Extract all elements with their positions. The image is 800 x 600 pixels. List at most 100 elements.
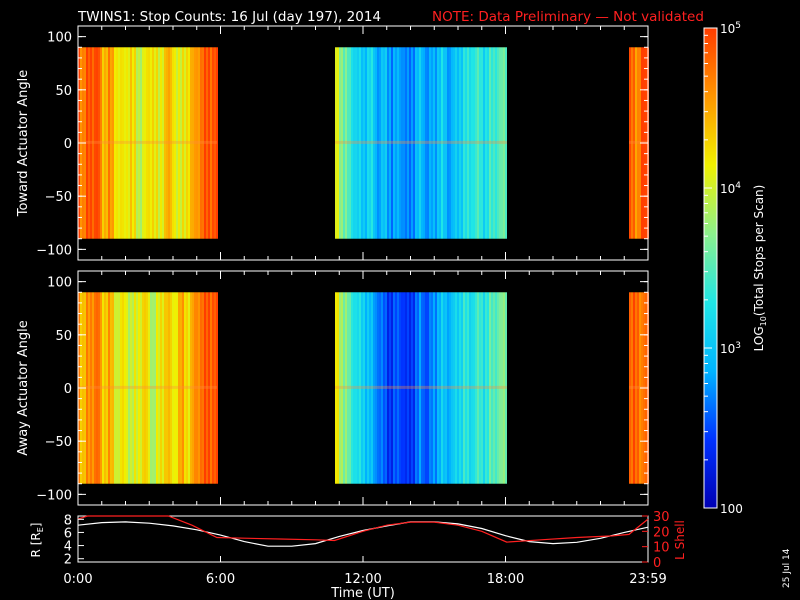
heatmap-column — [168, 47, 170, 239]
y-tick-label: 50 — [55, 84, 72, 99]
heatmap-column — [435, 292, 437, 484]
toward-panel: 100 50 0 −50 −100 Toward Actuator Angle — [16, 25, 649, 261]
heatmap-column — [457, 292, 459, 484]
heatmap-column — [335, 292, 337, 484]
heatmap-column — [491, 292, 493, 484]
heatmap-column — [455, 47, 457, 239]
heatmap-column — [409, 47, 411, 239]
away-y-axis: 100 50 0 −50 −100 — [36, 271, 649, 505]
heatmap-column — [98, 47, 100, 239]
heatmap-column — [493, 292, 495, 484]
heatmap-column — [339, 292, 341, 484]
heatmap-column — [383, 47, 385, 239]
heatmap-column — [102, 292, 104, 484]
heatmap-column — [192, 292, 194, 484]
heatmap-column — [188, 47, 190, 239]
radius-line — [77, 521, 649, 547]
heatmap-column — [202, 292, 204, 484]
away-heatmap — [78, 292, 649, 484]
heatmap-column — [629, 292, 631, 484]
heatmap-column — [413, 47, 415, 239]
heatmap-column — [469, 47, 471, 239]
heatmap-column — [180, 292, 182, 484]
heatmap-column — [365, 47, 367, 239]
heatmap-column — [437, 47, 439, 239]
heatmap-column — [427, 292, 429, 484]
l-shell-line — [77, 515, 649, 543]
heatmap-column — [182, 292, 184, 484]
heatmap-column — [417, 292, 419, 484]
heatmap-column — [395, 292, 397, 484]
toward-heatmap — [78, 47, 649, 239]
heatmap-column — [116, 47, 118, 239]
heatmap-column — [447, 292, 449, 484]
heatmap-column — [130, 47, 132, 239]
heatmap-column — [186, 47, 188, 239]
heatmap-column — [375, 292, 377, 484]
colorbar-tick-label: 100 — [720, 502, 743, 516]
heatmap-column — [453, 292, 455, 484]
heatmap-column — [341, 47, 343, 239]
heatmap-column — [427, 47, 429, 239]
heatmap-column — [429, 292, 431, 484]
heatmap-column — [116, 292, 118, 484]
heatmap-column — [341, 292, 343, 484]
heatmap-column — [126, 292, 128, 484]
heatmap-column — [449, 47, 451, 239]
heatmap-column — [214, 292, 216, 484]
heatmap-column — [142, 47, 144, 239]
orbit-y2-tick-label: 20 — [653, 525, 670, 540]
heatmap-column — [453, 47, 455, 239]
zero-angle-band — [78, 385, 217, 389]
heatmap-column — [349, 292, 351, 484]
heatmap-column — [415, 47, 417, 239]
heatmap-column — [439, 292, 441, 484]
heatmap-column — [479, 292, 481, 484]
orbit-lines — [77, 515, 649, 547]
zero-angle-band — [78, 140, 217, 144]
heatmap-column — [367, 292, 369, 484]
heatmap-column — [96, 292, 98, 484]
heatmap-column — [140, 47, 142, 239]
heatmap-column — [198, 292, 200, 484]
heatmap-column — [409, 292, 411, 484]
heatmap-column — [190, 47, 192, 239]
heatmap-column — [212, 292, 214, 484]
heatmap-column — [184, 47, 186, 239]
heatmap-column — [375, 47, 377, 239]
heatmap-column — [198, 47, 200, 239]
heatmap-column — [349, 47, 351, 239]
heatmap-column — [505, 292, 507, 484]
heatmap-column — [635, 47, 637, 239]
heatmap-column — [463, 47, 465, 239]
heatmap-column — [399, 292, 401, 484]
heatmap-column — [435, 47, 437, 239]
heatmap-column — [210, 47, 212, 239]
heatmap-column — [365, 292, 367, 484]
heatmap-column — [138, 47, 140, 239]
heatmap-column — [487, 292, 489, 484]
heatmap-column — [120, 292, 122, 484]
away-panel: 100 50 0 −50 −100 Away Actuator Angle — [16, 270, 649, 506]
heatmap-column — [445, 292, 447, 484]
toward-y-label: Toward Actuator Angle — [16, 70, 31, 217]
y-tick-label: 50 — [55, 329, 72, 344]
heatmap-column — [160, 292, 162, 484]
heatmap-column — [146, 292, 148, 484]
heatmap-column — [421, 292, 423, 484]
heatmap-column — [347, 47, 349, 239]
heatmap-column — [96, 47, 98, 239]
heatmap-column — [339, 47, 341, 239]
heatmap-column — [156, 292, 158, 484]
heatmap-column — [379, 292, 381, 484]
heatmap-column — [353, 47, 355, 239]
heatmap-column — [140, 292, 142, 484]
heatmap-column — [188, 292, 190, 484]
heatmap-column — [94, 292, 96, 484]
heatmap-column — [86, 292, 88, 484]
heatmap-column — [361, 47, 363, 239]
heatmap-column — [389, 47, 391, 239]
heatmap-column — [483, 292, 485, 484]
heatmap-column — [419, 47, 421, 239]
heatmap-column — [411, 47, 413, 239]
